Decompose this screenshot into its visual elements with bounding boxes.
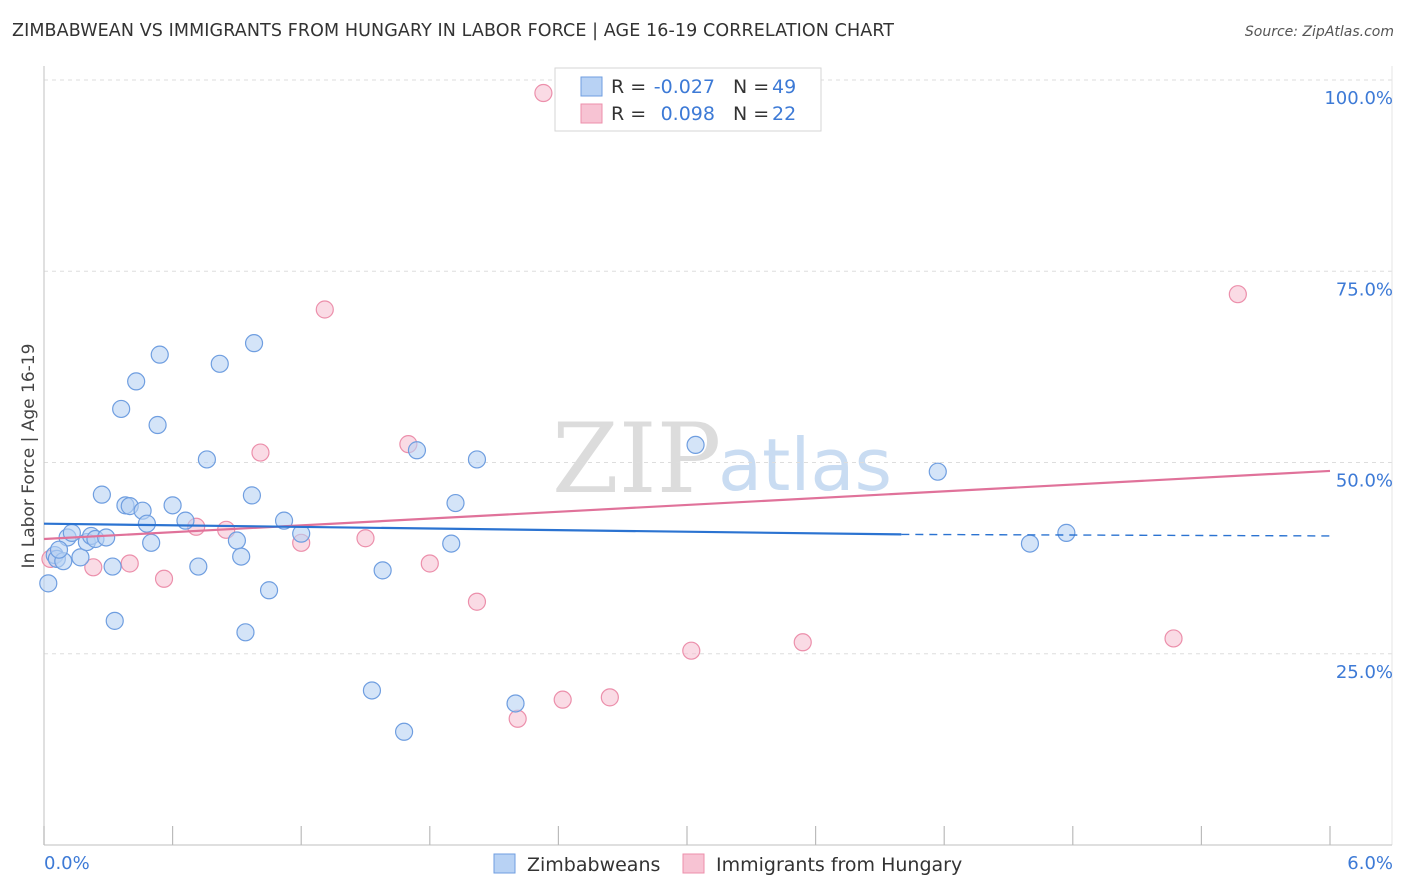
stats-swatch-zimbabweans bbox=[580, 76, 603, 97]
zimbabwean-points bbox=[39, 334, 1076, 741]
hungary-point-14 bbox=[534, 83, 553, 103]
zimbabwean-point-17 bbox=[127, 372, 146, 391]
hungary-point-16 bbox=[600, 688, 619, 707]
hungary-trend-line bbox=[43, 469, 1331, 541]
stats-swatch-hungary bbox=[580, 103, 603, 124]
legend-label-hungary: Immigrants from Hungary bbox=[716, 854, 962, 876]
stats-n-label-2: N = bbox=[733, 103, 769, 125]
zimbabwean-point-27 bbox=[210, 354, 229, 373]
hungary-point-15 bbox=[553, 690, 572, 709]
legend: Zimbabweans Immigrants from Hungary bbox=[493, 853, 962, 876]
stats-r-value-1: -0.027 bbox=[654, 76, 715, 98]
zimbabwean-point-34 bbox=[274, 511, 294, 530]
zimbabwean-point-26 bbox=[197, 450, 216, 469]
zimbabwean-point-28 bbox=[227, 531, 246, 550]
hungary-point-11 bbox=[420, 554, 439, 573]
y-tick-label-100: 100.0% bbox=[1324, 88, 1393, 109]
hungary-point-19 bbox=[793, 633, 812, 652]
zimbabwean-point-36 bbox=[362, 681, 382, 700]
watermark-atlas: atlas bbox=[718, 423, 892, 507]
zimbabwean-point-22 bbox=[150, 345, 169, 364]
zimbabwean-point-39 bbox=[407, 441, 427, 460]
x-tick-label-max: 6.0% bbox=[1347, 853, 1393, 874]
stats-box: R = -0.027 N = 49 R = 0.098 N = 22 bbox=[554, 67, 822, 132]
zimbabwean-trend-line bbox=[43, 522, 902, 536]
stats-n-value-1: 49 bbox=[772, 76, 796, 98]
zimbabwean-point-33 bbox=[259, 581, 279, 600]
zimbabwean-point-10 bbox=[92, 485, 111, 504]
zimbabwean-point-12 bbox=[103, 557, 122, 576]
hungary-point-1 bbox=[84, 558, 103, 577]
hungary-point-18 bbox=[682, 641, 701, 660]
y-tick-label-25: 25.0% bbox=[1336, 662, 1393, 683]
zimbabwean-point-46 bbox=[1020, 534, 1040, 553]
trend-lines bbox=[43, 469, 1331, 541]
zimbabwean-point-42 bbox=[467, 450, 487, 469]
zimbabwean-point-48 bbox=[49, 540, 69, 559]
zimbabwean-point-14 bbox=[112, 399, 131, 419]
zimbabwean-point-19 bbox=[137, 514, 156, 533]
hungary-point-20 bbox=[1164, 629, 1183, 648]
chart-title: ZIMBABWEAN VS IMMIGRANTS FROM HUNGARY IN… bbox=[12, 21, 895, 41]
legend-label-zimbabweans: Zimbabweans bbox=[527, 854, 660, 876]
stats-r-label-1: R = bbox=[611, 76, 646, 98]
zimbabwean-point-31 bbox=[242, 486, 262, 505]
stats-r-value-2: 0.098 bbox=[661, 103, 715, 125]
y-tick-label-50: 50.0% bbox=[1336, 471, 1393, 492]
zimbabwean-point-29 bbox=[232, 547, 251, 566]
hungary-point-3 bbox=[154, 569, 174, 588]
hungary-point-9 bbox=[356, 529, 375, 548]
zimbabwean-point-37 bbox=[373, 561, 392, 580]
zimbabwean-point-23 bbox=[163, 496, 182, 515]
y-axis-label: In Labor Force | Age 16-19 bbox=[19, 344, 39, 569]
hungary-point-6 bbox=[251, 443, 270, 462]
zimbabwean-point-25 bbox=[189, 557, 208, 576]
hungary-point-21 bbox=[1228, 285, 1247, 304]
hungary-point-2 bbox=[120, 554, 139, 573]
watermark-zip: ZIP bbox=[552, 403, 721, 515]
zimbabwean-point-6 bbox=[71, 548, 90, 567]
zimbabwean-point-0 bbox=[39, 574, 58, 593]
x-tick-label-min: 0.0% bbox=[44, 853, 90, 874]
hungary-point-12 bbox=[467, 592, 487, 611]
zimbabwean-point-47 bbox=[1057, 523, 1076, 542]
zimbabwean-point-13 bbox=[105, 611, 124, 630]
stats-r-label-2: R = bbox=[611, 103, 646, 125]
hungary-point-8 bbox=[315, 300, 334, 319]
axes bbox=[43, 66, 1393, 846]
zimbabwean-point-30 bbox=[236, 623, 255, 642]
zimbabwean-point-11 bbox=[97, 528, 116, 547]
hungary-points bbox=[41, 70, 1247, 728]
stats-n-label-1: N = bbox=[733, 76, 769, 98]
y-tick-labels: 25.0% 50.0% 75.0% 100.0% bbox=[1324, 88, 1393, 683]
stats-n-value-2: 22 bbox=[772, 103, 796, 125]
legend-swatch-hungary bbox=[682, 853, 705, 874]
zimbabwean-point-32 bbox=[244, 334, 264, 353]
zimbabwean-point-45 bbox=[928, 462, 947, 481]
zimbabwean-point-20 bbox=[142, 533, 161, 552]
source-credit: Source: ZipAtlas.com bbox=[1244, 24, 1394, 40]
hungary-point-13 bbox=[508, 709, 527, 728]
zimbabwean-point-40 bbox=[442, 534, 461, 553]
zimbabwean-point-41 bbox=[446, 493, 465, 513]
zimbabwean-point-21 bbox=[148, 415, 167, 435]
legend-swatch-zimbabweans bbox=[493, 853, 516, 874]
zimbabwean-trend-extension bbox=[901, 533, 1331, 537]
zimbabwean-point-38 bbox=[394, 722, 414, 741]
x-ticks bbox=[43, 826, 1331, 845]
y-tick-label-75: 75.0% bbox=[1336, 279, 1393, 300]
zimbabwean-point-43 bbox=[506, 694, 525, 713]
zimbabwean-point-44 bbox=[686, 435, 705, 455]
gridlines bbox=[44, 79, 1392, 655]
